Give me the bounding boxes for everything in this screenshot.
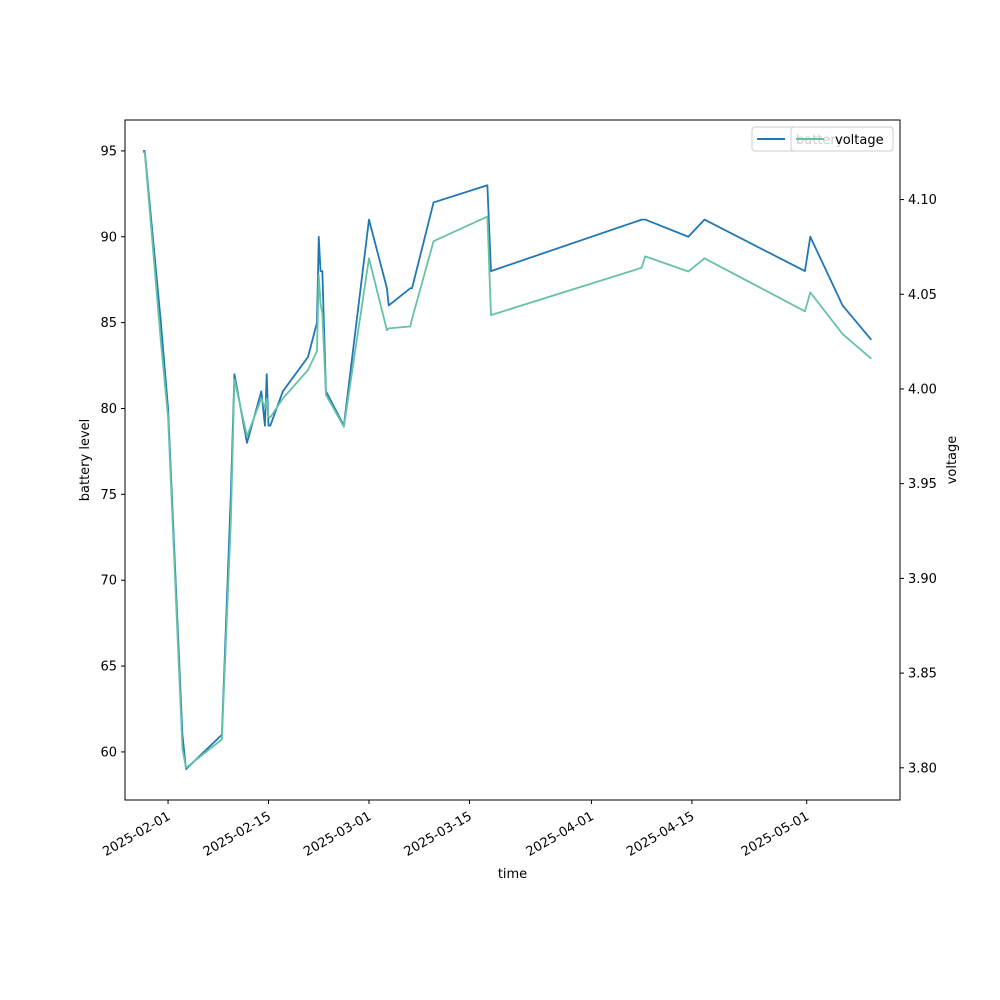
axes-frame <box>124 119 901 801</box>
y-axis-left-title: battery level <box>78 419 93 502</box>
x-axis-title: time <box>498 867 527 882</box>
y2-tick-label: 4.05 <box>908 288 937 303</box>
y2-tick-label: 4.00 <box>908 382 937 397</box>
y-tick-label: 75 <box>100 488 117 503</box>
y-axis-right-title: voltage <box>945 436 960 485</box>
y-tick-label: 95 <box>100 144 117 159</box>
y2-tick-label: 3.85 <box>908 667 937 682</box>
y2-tick-label: 3.95 <box>908 477 937 492</box>
y-tick-label: 65 <box>100 660 117 675</box>
legend-label: voltage <box>835 133 884 148</box>
y2-tick-label: 3.90 <box>908 572 937 587</box>
y2-tick-label: 4.10 <box>908 193 937 208</box>
y-tick-label: 80 <box>100 402 117 417</box>
legend: batteryvoltage <box>751 126 894 152</box>
y2-tick-label: 3.80 <box>908 761 937 776</box>
plot-area <box>142 150 872 770</box>
y-tick-label: 70 <box>100 574 117 589</box>
legend-box <box>790 126 894 152</box>
series-voltage <box>142 151 872 769</box>
legend-entry-voltage: voltage <box>790 126 894 152</box>
y-tick-label: 90 <box>100 230 117 245</box>
y-tick-label: 85 <box>100 316 117 331</box>
y-tick-label: 60 <box>100 745 117 760</box>
